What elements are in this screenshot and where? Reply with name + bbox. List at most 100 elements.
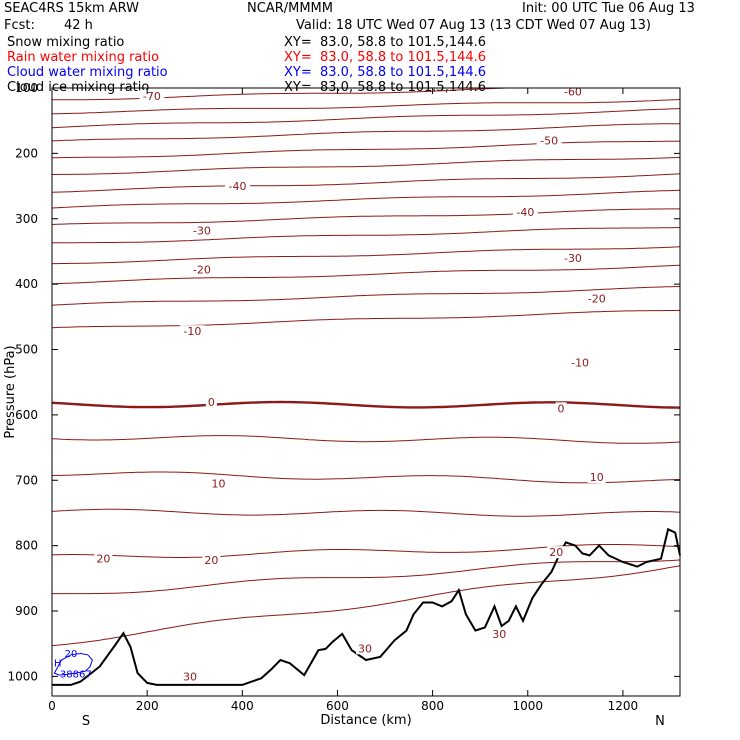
y-tick-label: 400	[15, 277, 38, 291]
contour-label-bg	[512, 206, 538, 219]
x-tick-label: 0	[48, 699, 56, 713]
contour-label: -50	[540, 134, 558, 147]
x-axis-label: Distance (km)	[320, 713, 411, 728]
contour-label-bg	[490, 627, 509, 640]
y-tick-label: 200	[15, 146, 38, 160]
contour-label-bg	[189, 263, 215, 276]
isotherm-line	[52, 208, 680, 225]
contour-label-bg	[225, 180, 251, 193]
init-time: Init: 00 UTC Tue 06 Aug 13	[522, 1, 695, 16]
contour-label: -40	[229, 180, 247, 193]
field-xy-rain: XY= 83.0, 58.8 to 101.5,144.6	[284, 50, 487, 65]
plot-frame	[51, 87, 681, 697]
isotherm-line	[52, 544, 680, 558]
contour-label-layer: -70 -60 -50 -40 -40 -30 -30 -20 -20 -10 -10 0 0 10 10 2…	[94, 85, 610, 683]
isotherm-line	[52, 508, 680, 517]
x-tick-label: 800	[421, 699, 444, 713]
y-axis-label: Pressure (hPa)	[3, 345, 18, 438]
contour-label-bg	[547, 546, 566, 559]
isotherm-line	[52, 108, 680, 129]
contour-label: -10	[571, 357, 589, 370]
y-tick-label: 800	[15, 539, 38, 553]
isotherm-line	[52, 123, 680, 142]
cloud-water-contour	[53, 652, 93, 676]
contour-label: 0	[208, 396, 215, 409]
field-xy-cloud-water: XY= 83.0, 58.8 to 101.5,144.6	[284, 65, 487, 80]
contour-label: -60	[564, 85, 582, 98]
contour-label-bg	[567, 356, 593, 369]
isotherm-line	[52, 227, 680, 244]
isotherm-line	[52, 565, 680, 647]
contour-label: -20	[588, 293, 606, 306]
model-name: SEAC4RS 15km ARW	[4, 1, 140, 16]
contour-label-bg	[205, 395, 217, 408]
contour-label-bg	[356, 642, 375, 655]
contour-label: 30	[492, 628, 506, 641]
y-tick-label: 300	[15, 212, 38, 226]
contour-label: 20	[96, 553, 110, 566]
y-tick-label: 500	[15, 343, 38, 357]
isotherm-line	[52, 156, 680, 175]
isotherm-line	[52, 140, 680, 159]
y-tick-label: 900	[15, 604, 38, 618]
x-left-end-label: S	[82, 714, 90, 729]
contour-label-bg	[202, 554, 221, 567]
contour-label: 20	[204, 554, 218, 567]
fcst-label: Fcst:	[4, 18, 35, 33]
center-name: NCAR/MMMM	[247, 1, 333, 16]
contour-label-bg	[584, 292, 610, 305]
x-tick-label: 200	[136, 699, 159, 713]
isotherm-line	[52, 471, 680, 484]
contour-label: -30	[193, 225, 211, 238]
contour-label: -30	[564, 252, 582, 265]
isotherm-line	[52, 246, 680, 265]
terrain-line	[52, 527, 681, 686]
axis-layer: 0 200 400 600 800 1000 12001002003004005006007…	[7, 81, 680, 713]
contour-label: -40	[516, 206, 534, 219]
cloud-water-max-marker: H	[54, 659, 62, 670]
contour-label-bg	[180, 670, 199, 683]
field-xy-snow: XY= 83.0, 58.8 to 101.5,144.6	[284, 35, 487, 50]
x-tick-label: 1200	[608, 699, 639, 713]
contour-label: 30	[358, 642, 372, 655]
contour-label-bg	[560, 251, 586, 264]
valid-time: Valid: 18 UTC Wed 07 Aug 13 (13 CDT Wed …	[296, 18, 651, 33]
isotherm-line	[52, 189, 680, 209]
x-right-end-label: N	[655, 714, 665, 729]
x-tick-label: 1000	[512, 699, 543, 713]
isotherm-line	[52, 286, 680, 306]
contour-label-bg	[189, 224, 215, 237]
contour-label-bg	[139, 89, 165, 102]
y-tick-label: 600	[15, 408, 38, 422]
contour-label: 30	[183, 670, 197, 683]
fcst-value: 42 h	[64, 18, 93, 33]
contour-label-bg	[536, 134, 562, 147]
contour-label: -10	[183, 325, 201, 338]
cloud-water-contour-label: 20	[65, 649, 78, 660]
x-tick-label: 400	[231, 699, 254, 713]
isotherm-layer	[52, 88, 680, 647]
x-tick-label: 600	[326, 699, 349, 713]
isotherm-line	[52, 400, 680, 409]
isotherm-line	[52, 99, 680, 115]
contour-label-bg	[94, 552, 113, 565]
contour-label-bg	[179, 325, 205, 338]
isotherm-line	[52, 264, 680, 285]
terrain-layer	[52, 527, 681, 686]
contour-label: -20	[193, 264, 211, 277]
contour-label: -70	[143, 90, 161, 103]
isotherm-line	[52, 559, 680, 595]
contour-label: 10	[212, 478, 226, 491]
y-tick-label: 100	[15, 81, 38, 95]
isotherm-line	[52, 309, 680, 329]
field-name-cloud-water: Cloud water mixing ratio	[7, 65, 168, 80]
contour-label-bg	[555, 402, 567, 415]
y-tick-label: 700	[15, 473, 38, 487]
contour-label-bg	[209, 477, 228, 490]
y-tick-label: 1000	[7, 669, 38, 683]
contour-label: 0	[558, 402, 565, 415]
isotherm-line	[52, 435, 680, 444]
contour-label-bg	[587, 470, 606, 483]
